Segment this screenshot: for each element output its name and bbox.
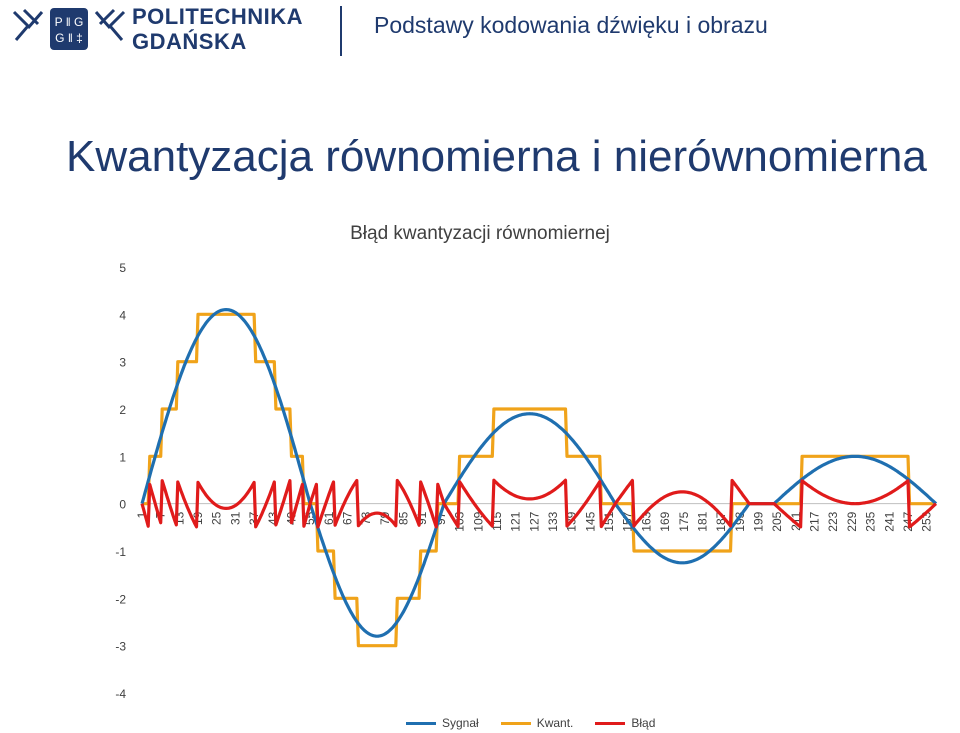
y-tick-label: -2 xyxy=(115,592,126,606)
legend-swatch-signal xyxy=(406,721,436,725)
x-tick-label: 235 xyxy=(864,511,878,531)
x-tick-label: 85 xyxy=(397,511,411,525)
x-tick-label: 145 xyxy=(583,511,597,531)
x-tick-label: 205 xyxy=(770,511,784,531)
header-divider xyxy=(340,6,342,56)
x-tick-label: 109 xyxy=(471,511,485,531)
y-tick-label: 0 xyxy=(119,498,126,512)
x-tick-label: 1 xyxy=(135,511,149,518)
logo: P ‖ G G ‖ ‡ xyxy=(8,4,308,54)
y-tick-label: 3 xyxy=(119,356,126,370)
legend-label-error: Błąd xyxy=(631,716,656,730)
y-tick-label: 4 xyxy=(119,308,126,322)
x-tick-label: 31 xyxy=(228,511,242,525)
legend-swatch-error xyxy=(595,721,626,725)
y-tick-label: 1 xyxy=(119,450,126,464)
series-line-error xyxy=(140,478,938,529)
x-tick-label: 169 xyxy=(658,511,672,531)
y-tick-label: -4 xyxy=(115,687,126,701)
course-title: Podstawy kodowania dźwięku i obrazu xyxy=(374,12,768,38)
chart-title: Błąd kwantyzacji równomiernej xyxy=(350,223,610,244)
x-tick-label: 67 xyxy=(341,511,355,525)
x-tick-label: 25 xyxy=(210,511,224,525)
logo-line-2: GDAŃSKA xyxy=(132,29,247,54)
legend-item-quantized: Kwant. xyxy=(500,716,574,730)
series-line-quantized xyxy=(142,312,936,648)
university-seal-icon: P ‖ G G ‖ ‡ xyxy=(12,8,126,50)
logo-wordmark: POLITECHNIKA GDAŃSKA xyxy=(132,4,303,54)
x-tick-label: 241 xyxy=(882,511,896,531)
x-tick-label: 175 xyxy=(677,511,691,531)
x-tick-label: 163 xyxy=(639,511,653,531)
x-tick-label: 229 xyxy=(845,511,859,531)
x-tick-label: 253 xyxy=(920,511,934,531)
x-tick-label: 61 xyxy=(322,511,336,525)
x-tick-label: 151 xyxy=(602,511,616,531)
x-tick-label: 133 xyxy=(546,511,560,531)
legend-label-signal: Sygnał xyxy=(442,716,479,730)
legend-label-quantized: Kwant. xyxy=(536,716,574,730)
legend-item-error: Błąd xyxy=(595,716,655,730)
x-tick-label: 181 xyxy=(695,511,709,531)
legend-item-signal: Sygnał xyxy=(406,716,479,730)
y-tick-label: 5 xyxy=(119,261,126,275)
svg-text:P ‖ G: P ‖ G xyxy=(55,15,84,29)
y-tick-label: -1 xyxy=(115,545,126,559)
x-tick-label: 223 xyxy=(826,511,840,531)
y-tick-label: -3 xyxy=(115,640,126,654)
x-tick-label: 193 xyxy=(733,511,747,531)
series-line-signal xyxy=(140,308,938,638)
logo-line-1: POLITECHNIKA xyxy=(132,4,303,29)
legend: Sygnał Kwant. Błąd xyxy=(406,716,655,730)
x-tick-label: 217 xyxy=(808,511,822,531)
legend-swatch-quantized xyxy=(500,721,531,725)
x-tick-label: 127 xyxy=(527,511,541,531)
y-tick-label: 2 xyxy=(119,403,126,417)
x-tick-label: 121 xyxy=(509,511,523,531)
svg-text:G ‖ ‡: G ‖ ‡ xyxy=(55,31,83,45)
slide-title: Kwantyzacja równomierna i nierównomierna xyxy=(66,132,927,181)
x-tick-label: 199 xyxy=(752,511,766,531)
